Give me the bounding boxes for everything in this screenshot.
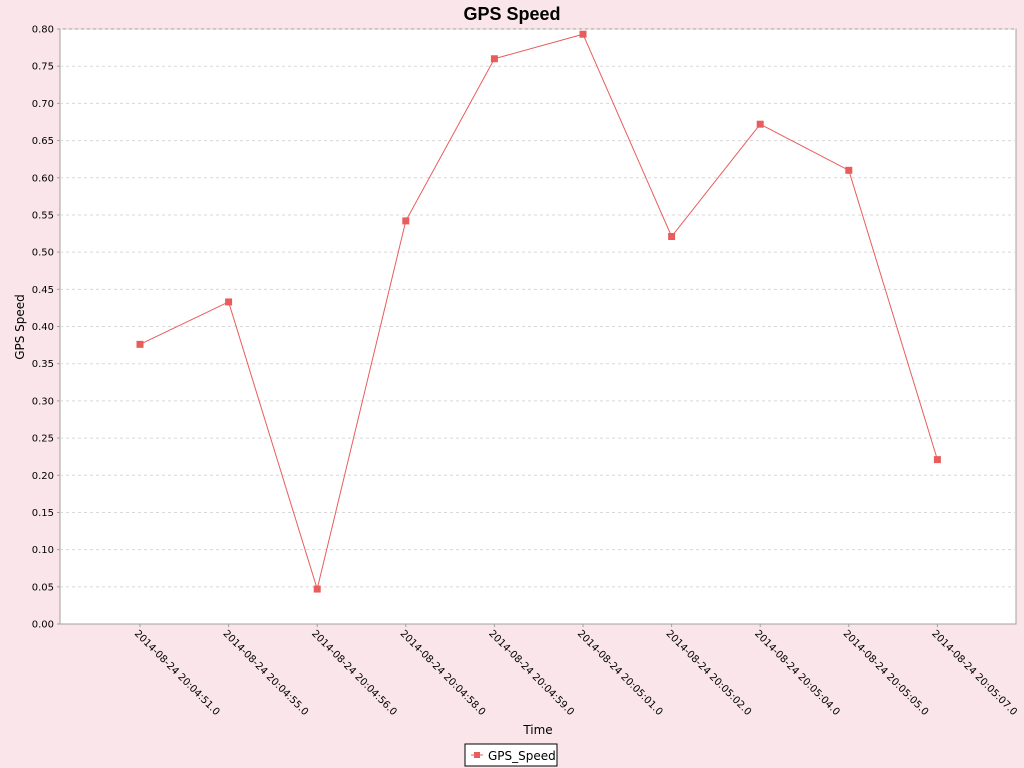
y-tick-label: 0.65	[32, 136, 54, 147]
y-axis-ticks: 0.00 0.05 0.10 0.15 0.20 0.25 0.30 0.35 0.40 0.45…	[32, 25, 60, 631]
chart-title: GPS Speed	[463, 4, 560, 24]
y-tick-label: 0.25	[32, 434, 54, 445]
series-line	[139, 33, 938, 591]
y-tick-label: 0.20	[32, 471, 54, 482]
x-tick-label: 2014-08-24 20:05:01.0	[575, 628, 665, 718]
plot-area	[59, 28, 1017, 625]
data-point	[756, 120, 764, 128]
y-tick-label: 0.35	[32, 359, 54, 370]
x-tick-label: 2014-08-24 20:05:05.0	[841, 628, 931, 718]
data-point	[490, 55, 498, 63]
data-point	[313, 585, 321, 593]
y-tick-label: 0.10	[32, 545, 54, 556]
data-point	[933, 456, 941, 464]
x-tick-label: 2014-08-24 20:04:58.0	[398, 628, 488, 718]
series-points-group	[136, 30, 941, 593]
y-tick-label: 0.80	[32, 25, 54, 36]
x-tick-label: 2014-08-24 20:04:55.0	[220, 628, 310, 718]
y-tick-label: 0.15	[32, 508, 54, 519]
legend-box	[464, 743, 558, 767]
x-tick-label: 2014-08-24 20:04:56.0	[309, 628, 399, 718]
y-tick-label: 0.05	[32, 582, 54, 593]
legend-label: GPS_Speed	[488, 749, 556, 763]
data-point	[579, 30, 587, 38]
x-tick-label: 2014-08-24 20:05:04.0	[752, 628, 842, 718]
y-tick-label: 0.45	[32, 285, 54, 296]
y-tick-label: 0.70	[32, 99, 54, 110]
y-tick-label: 0.55	[32, 210, 54, 221]
x-tick-label: 2014-08-24 20:04:51.0	[132, 628, 222, 718]
legend: GPS_Speed	[464, 743, 558, 767]
y-axis-label: GPS Speed	[13, 294, 27, 360]
data-point	[225, 298, 233, 306]
y-tick-label: 0.50	[32, 248, 54, 259]
y-tick-label: 0.60	[32, 173, 54, 184]
data-point	[845, 166, 853, 174]
x-tick-label: 2014-08-24 20:05:07.0	[929, 628, 1019, 718]
x-axis-label: Time	[522, 723, 552, 737]
series-line-group	[139, 33, 938, 591]
y-tick-label: 0.75	[32, 62, 54, 73]
data-point	[668, 233, 676, 241]
y-tick-label: 0.00	[32, 620, 54, 631]
legend-marker-swatch	[474, 752, 480, 758]
x-tick-label: 2014-08-24 20:05:02.0	[663, 628, 753, 718]
y-tick-label: 0.30	[32, 396, 54, 407]
data-point	[402, 217, 410, 225]
y-tick-label: 0.40	[32, 322, 54, 333]
x-tick-label: 2014-08-24 20:04:59.0	[486, 628, 576, 718]
data-point	[136, 340, 144, 348]
